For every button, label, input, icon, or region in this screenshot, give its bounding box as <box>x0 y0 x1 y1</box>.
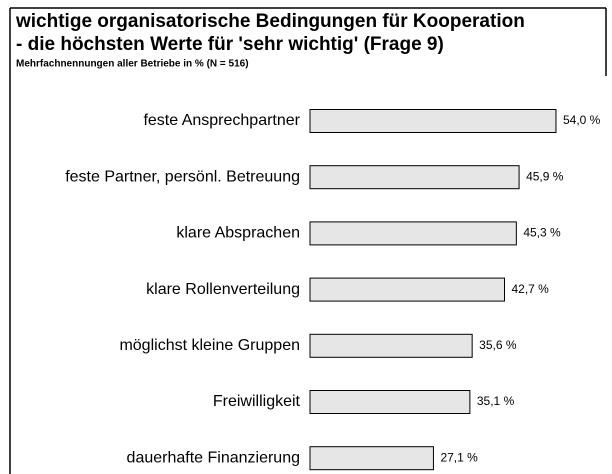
bar <box>309 109 557 133</box>
bar <box>309 277 505 302</box>
category-label: Freiwilligkeit <box>213 393 301 410</box>
value-label: 54,0 % <box>563 113 601 127</box>
category-label: feste Partner, persönl. Betreuung <box>65 168 300 185</box>
chart-title: wichtige organisatorische Bedingungen fü… <box>15 11 525 32</box>
category-label: dauerhafte Finanzierung <box>127 449 300 466</box>
category-label: möglichst kleine Gruppen <box>119 337 300 354</box>
value-label: 45,3 % <box>523 226 561 240</box>
value-label: 27,1 % <box>440 450 478 464</box>
category-label: feste Ansprechpartner <box>143 112 300 129</box>
bar <box>309 165 520 190</box>
bar <box>309 221 517 246</box>
chart-subtitle: - die höchsten Werte für 'sehr wichtig' … <box>16 34 444 55</box>
chart-note: Mehrfachnennungen aller Betriebe in % (N… <box>16 59 249 70</box>
category-label: klare Rollenverteilung <box>146 281 300 298</box>
value-label: 45,9 % <box>526 169 564 183</box>
value-label: 35,1 % <box>477 394 515 408</box>
value-label: 35,6 % <box>479 338 517 352</box>
value-label: 42,7 % <box>511 282 549 296</box>
category-label: klare Absprachen <box>176 225 300 242</box>
bar <box>309 390 471 414</box>
bar <box>309 333 473 358</box>
bar <box>309 446 434 471</box>
